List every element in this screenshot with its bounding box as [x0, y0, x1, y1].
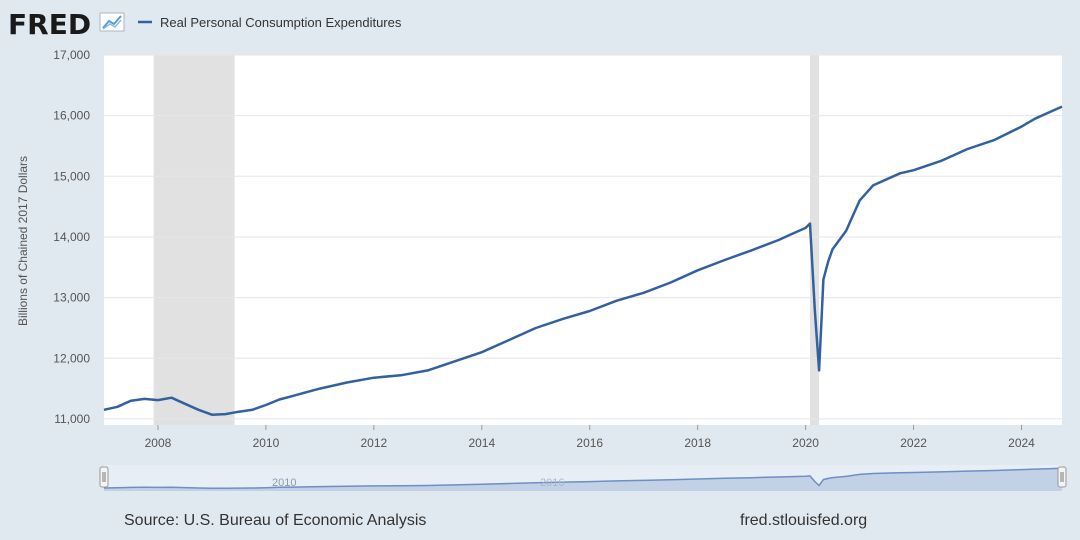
- legend: Real Personal Consumption Expenditures: [138, 15, 402, 30]
- y-tick-label: 11,000: [54, 412, 90, 426]
- y-tick-label: 17,000: [53, 48, 90, 62]
- navigator-series-area: [104, 468, 1062, 491]
- recession-band-0: [153, 55, 235, 425]
- legend-label: Real Personal Consumption Expenditures: [160, 15, 402, 30]
- y-axis-title: Billions of Chained 2017 Dollars: [16, 156, 30, 326]
- x-tick-label: 2012: [361, 436, 388, 450]
- series-line-real-pce: [103, 105, 1063, 416]
- y-tick-label: 16,000: [53, 109, 90, 123]
- fred-logo[interactable]: FRED: [8, 8, 125, 41]
- y-tick-label: 15,000: [53, 169, 90, 183]
- source-text: Source: U.S. Bureau of Economic Analysis: [124, 512, 426, 529]
- fred-logo-text: FRED: [8, 8, 91, 41]
- x-tick-label: 2008: [145, 436, 172, 450]
- x-tick-label: 2018: [684, 436, 711, 450]
- x-tick-label: 2016: [576, 436, 603, 450]
- navigator-left-handle[interactable]: [99, 466, 109, 488]
- y-tick-label: 12,000: [53, 351, 90, 365]
- x-tick-label: 2024: [1008, 436, 1035, 450]
- range-navigator[interactable]: 2010 2016: [99, 465, 1067, 491]
- navigator-right-handle[interactable]: [1057, 466, 1067, 488]
- x-axis-ticks: 2008 2010 2012 2014 2016 2018 2020 2022 2024: [145, 425, 1035, 450]
- recession-band-1: [809, 55, 820, 425]
- recession-bands: [153, 55, 820, 425]
- gridlines: [104, 54, 1062, 420]
- y-tick-label: 14,000: [53, 230, 90, 244]
- y-axis-ticks: 11,000 12,000 13,000 14,000 15,000 16,000 17,0…: [53, 48, 90, 426]
- x-tick-label: 2020: [792, 436, 819, 450]
- x-tick-label: 2010: [253, 436, 280, 450]
- navigator-series-line: [103, 467, 1063, 490]
- graph-line-icon: [99, 12, 125, 32]
- x-tick-label: 2014: [468, 436, 495, 450]
- source-url[interactable]: fred.stlouisfed.org: [740, 512, 867, 529]
- navigator-label-2016: 2016: [540, 477, 564, 489]
- plot-area: [104, 55, 1062, 425]
- x-tick-label: 2022: [900, 436, 927, 450]
- y-tick-label: 13,000: [53, 291, 90, 305]
- navigator-label-2010: 2010: [272, 477, 296, 489]
